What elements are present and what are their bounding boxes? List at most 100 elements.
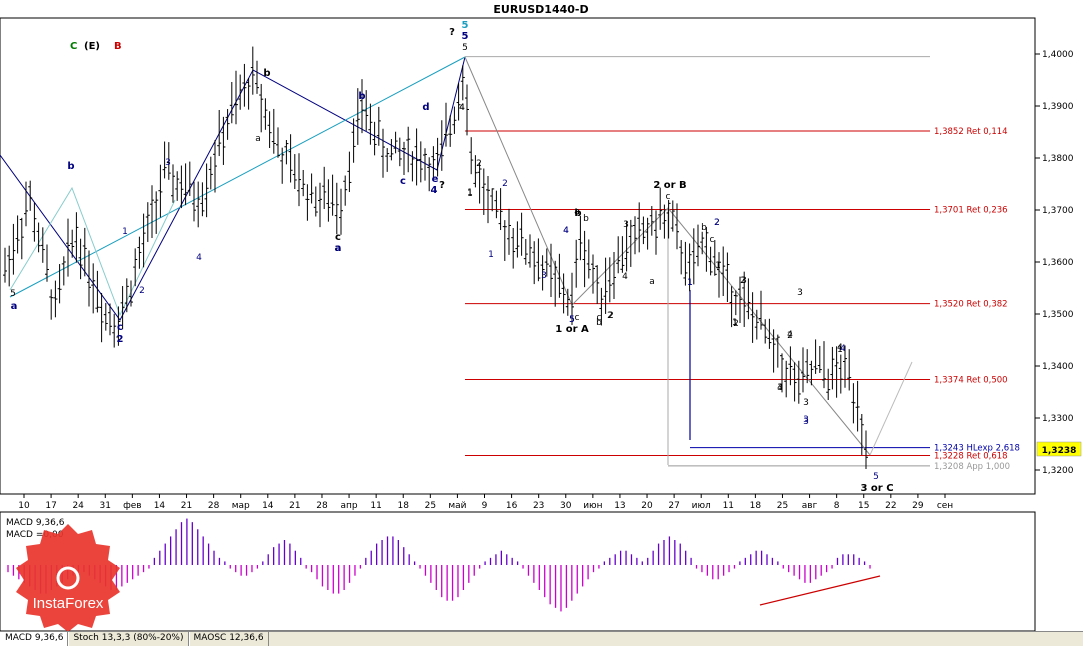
price-bar bbox=[616, 236, 621, 274]
price-bar bbox=[670, 200, 675, 232]
price-bar bbox=[124, 278, 129, 313]
time-tick-label: 16 bbox=[506, 501, 518, 511]
price-bar bbox=[687, 243, 692, 292]
price-bar bbox=[187, 161, 192, 196]
wave-label: 4 bbox=[622, 272, 628, 282]
price-bar bbox=[145, 202, 150, 242]
price-bar bbox=[796, 360, 801, 404]
price-bar bbox=[557, 253, 562, 298]
price-bar bbox=[36, 222, 41, 253]
price-bar bbox=[3, 247, 7, 283]
wave-label: 1 bbox=[715, 261, 721, 271]
indicator-tab[interactable]: Stoch 13,3,3 (80%-20%) bbox=[68, 632, 189, 646]
wave-label: 4 bbox=[459, 103, 465, 113]
wave-label: 1 bbox=[122, 227, 128, 237]
time-tick-label: 28 bbox=[208, 501, 220, 511]
price-bar bbox=[406, 126, 411, 173]
time-tick-label: апр bbox=[340, 501, 357, 511]
time-tick-label: 18 bbox=[398, 501, 410, 511]
wave-label: 3 bbox=[777, 383, 783, 393]
price-bar bbox=[721, 246, 726, 297]
price-bar bbox=[431, 146, 436, 179]
wave-label: b bbox=[574, 208, 581, 219]
time-tick-label: 21 bbox=[181, 501, 192, 511]
price-bar bbox=[234, 70, 238, 125]
price-bar bbox=[612, 252, 616, 300]
wave-label: a bbox=[255, 134, 261, 144]
price-bar bbox=[326, 179, 331, 222]
time-tick-label: 15 bbox=[858, 501, 869, 511]
fib-level-label: 1,3374 Ret 0,500 bbox=[934, 376, 1008, 386]
price-bar bbox=[645, 217, 650, 250]
price-bar bbox=[465, 84, 469, 136]
price-tick-label: 1,3300 bbox=[1042, 414, 1074, 424]
price-bar bbox=[435, 137, 440, 177]
price-bar bbox=[784, 360, 789, 398]
price-bar bbox=[788, 346, 793, 386]
price-bar bbox=[633, 216, 637, 255]
price-bar bbox=[750, 292, 755, 343]
indicator-tab[interactable]: MACD 9,36,6 bbox=[0, 632, 69, 646]
price-bar bbox=[549, 243, 553, 297]
price-bar bbox=[267, 111, 272, 148]
price-bar bbox=[486, 175, 490, 224]
time-tick-label: 25 bbox=[777, 501, 788, 511]
price-bar bbox=[229, 81, 234, 124]
wave-label: 3 or C bbox=[860, 483, 893, 494]
price-bar bbox=[494, 190, 499, 219]
price-bar bbox=[847, 349, 852, 391]
indicator-tabs: MACD 9,36,6 Stoch 13,3,3 (80%-20%) MAOSC 1… bbox=[0, 631, 1083, 646]
price-bar bbox=[158, 164, 163, 218]
time-tick-label: 10 bbox=[18, 501, 30, 511]
price-bar bbox=[402, 141, 406, 176]
price-bar bbox=[175, 171, 180, 201]
price-bar bbox=[364, 90, 369, 131]
price-bar bbox=[792, 362, 797, 402]
wave-label: c bbox=[400, 176, 406, 187]
price-bar bbox=[574, 239, 579, 288]
time-tick-label: 14 bbox=[154, 501, 166, 511]
time-tick-label: 24 bbox=[72, 501, 84, 511]
wave-label: 1 or A bbox=[555, 324, 589, 335]
price-bar bbox=[481, 168, 486, 215]
wave-label: 2 bbox=[714, 218, 720, 228]
price-bar bbox=[99, 292, 104, 343]
fib-level-label: 1,3701 Ret 0,236 bbox=[934, 205, 1008, 215]
time-tick-label: 31 bbox=[100, 501, 111, 511]
price-bar bbox=[78, 238, 83, 280]
price-bar bbox=[805, 349, 810, 384]
price-bar bbox=[851, 383, 856, 424]
price-bar bbox=[32, 202, 37, 242]
time-tick-label: 11 bbox=[370, 501, 381, 511]
price-bar bbox=[74, 212, 79, 263]
legend-item: B bbox=[114, 41, 122, 52]
price-bar bbox=[763, 319, 768, 344]
price-bar bbox=[246, 78, 251, 110]
price-bar bbox=[444, 102, 448, 147]
wave-label: c bbox=[117, 322, 123, 333]
macd-title: MACD 9,36,6 bbox=[6, 518, 65, 528]
wave-label: 1 bbox=[732, 318, 738, 328]
wave-label: 2 bbox=[740, 276, 746, 286]
price-bar bbox=[864, 430, 868, 469]
price-bar bbox=[347, 151, 352, 192]
price-bar bbox=[809, 360, 814, 386]
logo-badge-shape bbox=[16, 524, 120, 632]
price-bar bbox=[696, 224, 700, 267]
price-bar bbox=[439, 120, 444, 171]
price-bar bbox=[40, 227, 45, 263]
time-tick-label: 9 bbox=[482, 501, 488, 511]
price-tick-label: 1,3600 bbox=[1042, 258, 1074, 268]
price-bar bbox=[507, 208, 511, 255]
wave-legend: C (E) B bbox=[70, 41, 122, 52]
indicator-tab[interactable]: MAOSC 12,36,6 bbox=[188, 632, 269, 646]
current-price-badge: 1,3238 bbox=[1036, 441, 1082, 457]
price-bar bbox=[775, 334, 780, 368]
wave-label: 2 or B bbox=[653, 180, 686, 191]
price-bar bbox=[150, 185, 154, 239]
price-bar bbox=[196, 181, 201, 228]
price-bar bbox=[112, 313, 117, 348]
price-bar bbox=[624, 221, 629, 272]
price-bar bbox=[305, 184, 310, 221]
logo-emblem-icon bbox=[56, 566, 80, 590]
